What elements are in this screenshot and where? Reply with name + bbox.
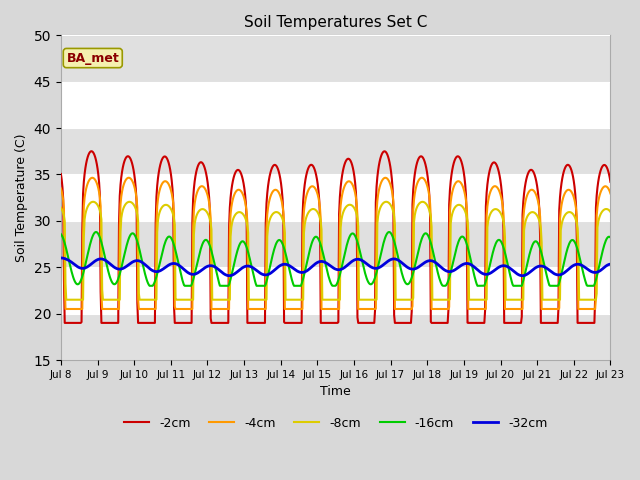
Bar [61, 128, 611, 174]
Legend: -2cm, -4cm, -8cm, -16cm, -32cm: -2cm, -4cm, -8cm, -16cm, -32cm [119, 412, 552, 435]
Text: BA_met: BA_met [67, 51, 119, 65]
Bar [61, 313, 611, 360]
X-axis label: Time: Time [320, 385, 351, 398]
Bar [61, 221, 611, 267]
Title: Soil Temperatures Set C: Soil Temperatures Set C [244, 15, 428, 30]
Bar [61, 36, 611, 82]
Y-axis label: Soil Temperature (C): Soil Temperature (C) [15, 133, 28, 262]
